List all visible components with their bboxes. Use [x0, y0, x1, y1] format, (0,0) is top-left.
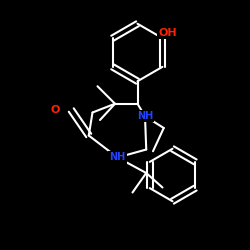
Text: NH: NH: [110, 152, 126, 162]
Text: NH: NH: [137, 111, 153, 121]
Text: OH: OH: [158, 28, 177, 38]
Text: O: O: [50, 105, 60, 115]
